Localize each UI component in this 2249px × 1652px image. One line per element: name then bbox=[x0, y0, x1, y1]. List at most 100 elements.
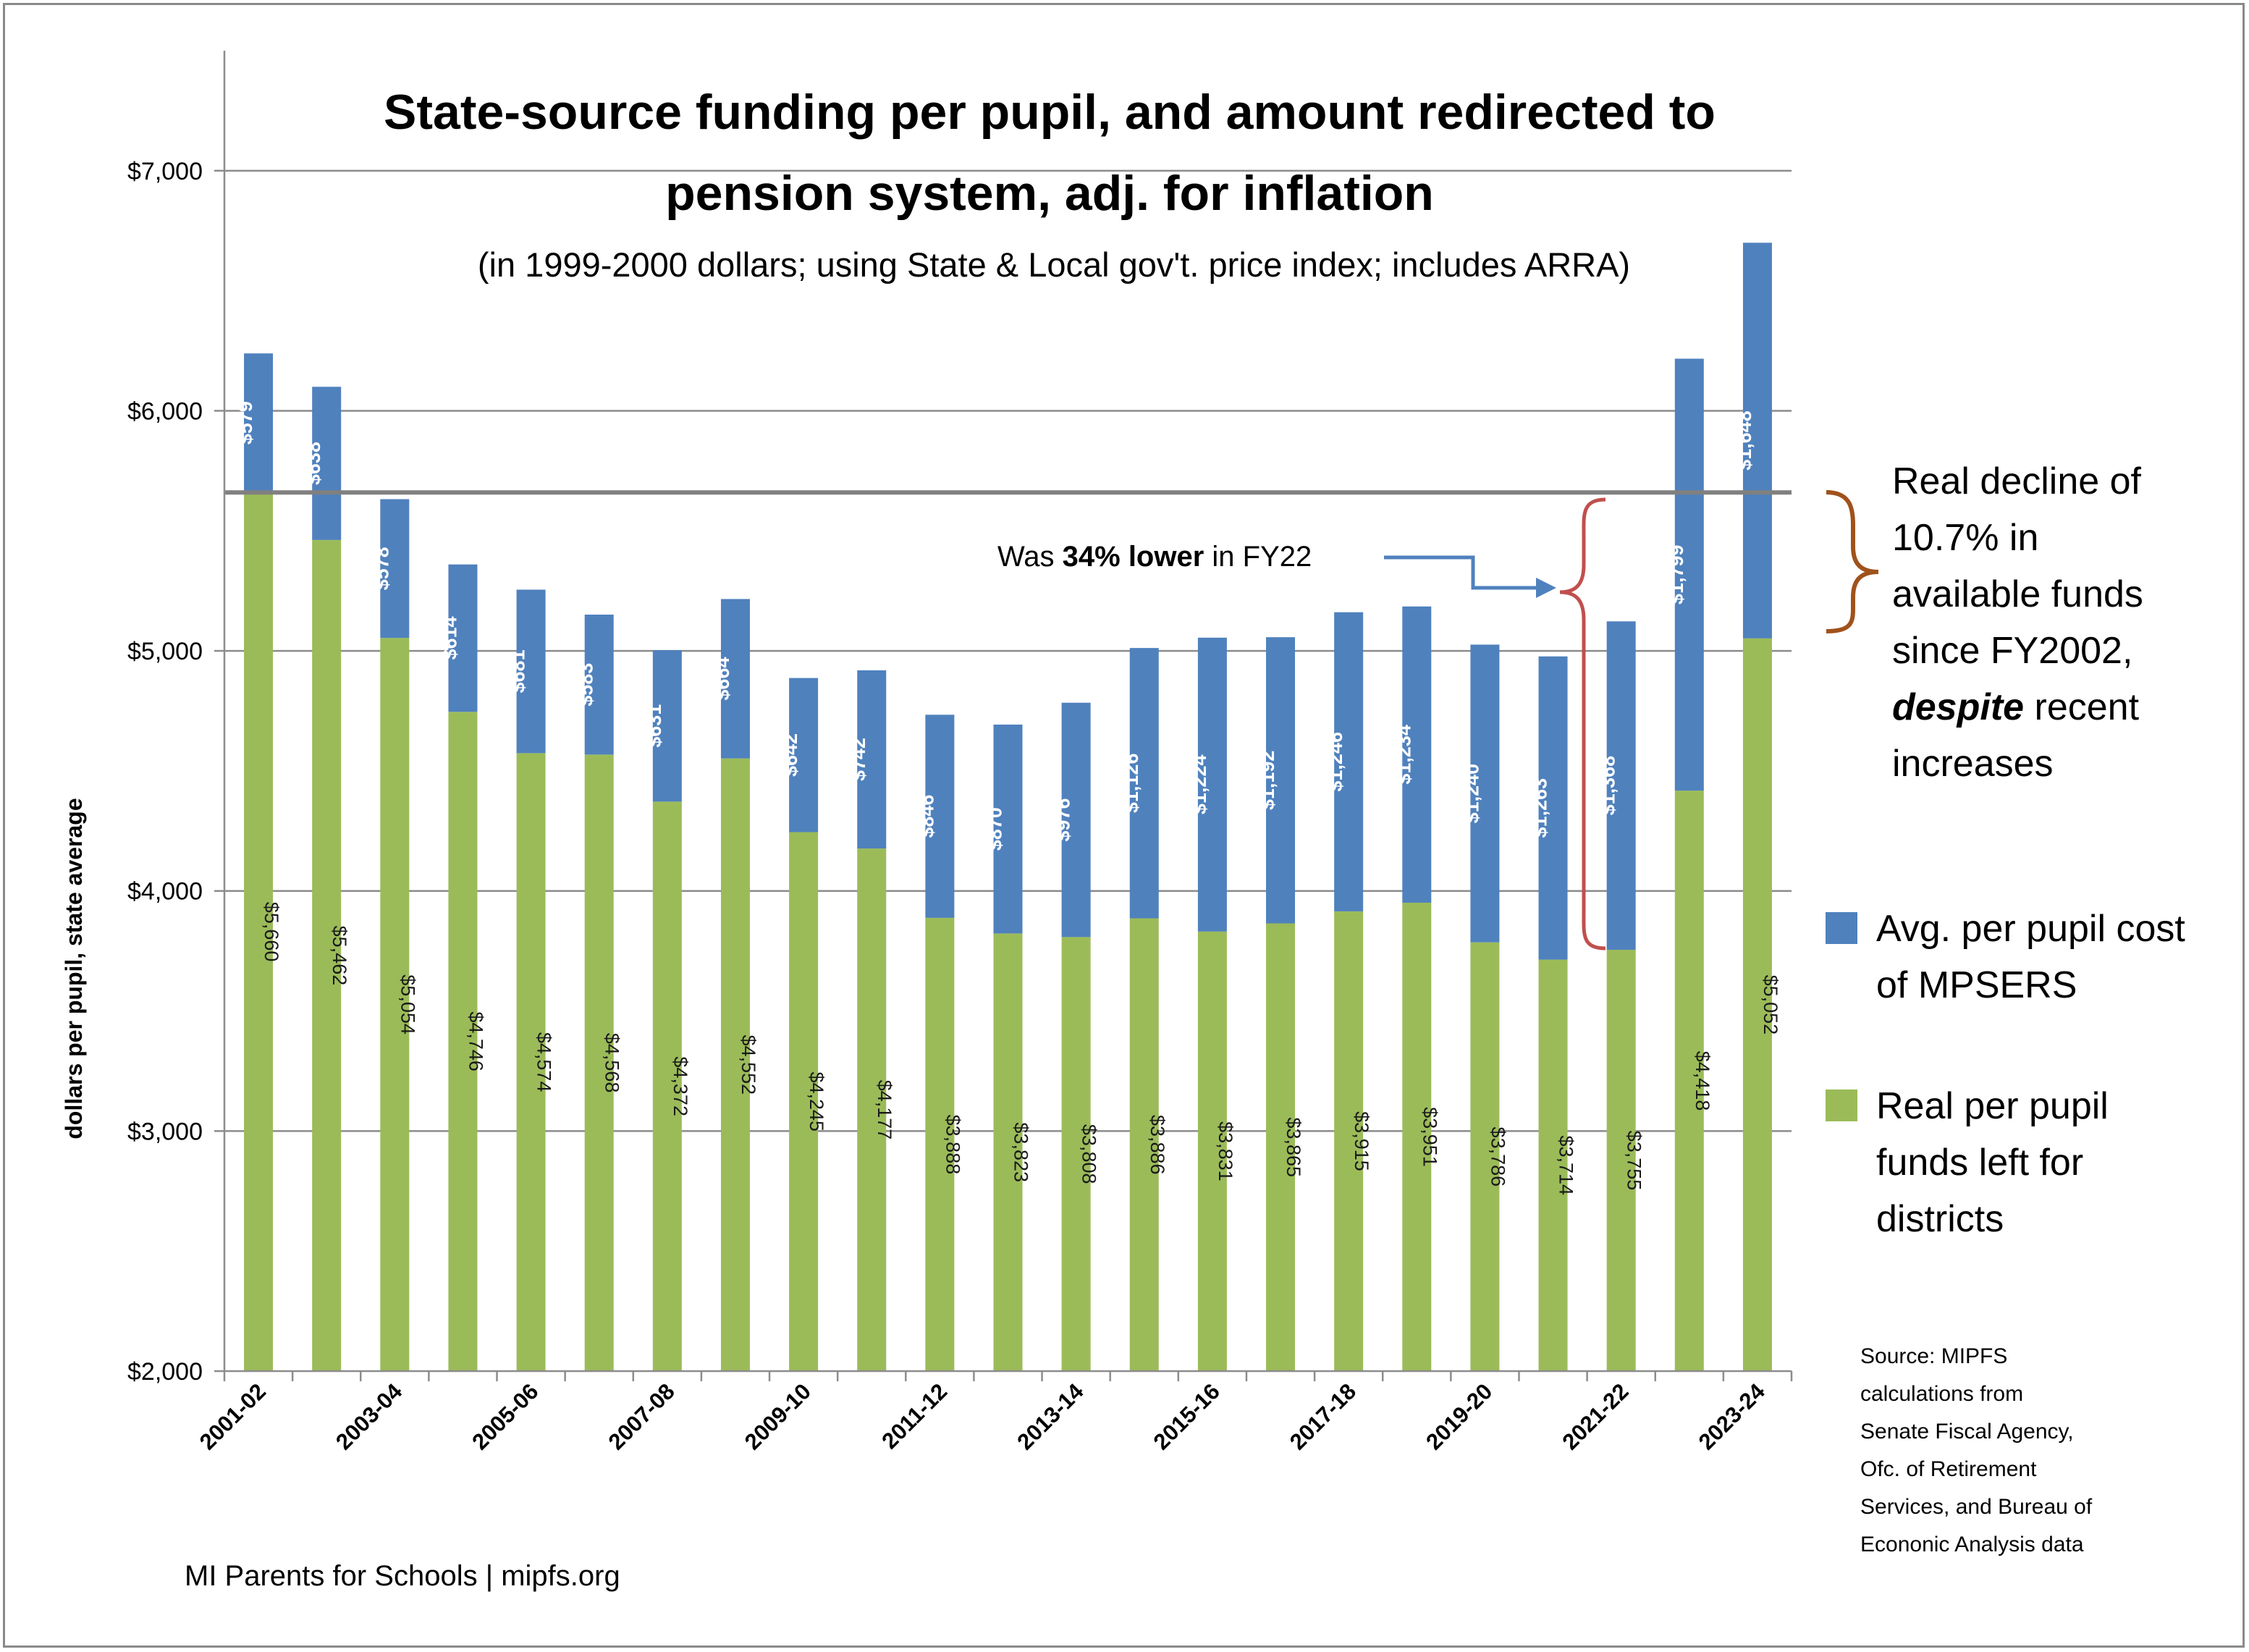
bar-green-2008-09 bbox=[720, 758, 750, 1371]
label-green-2019-20: $3,786 bbox=[1487, 1127, 1509, 1187]
label-green-2002-03: $5,462 bbox=[329, 926, 350, 986]
bar-blue-2008-09 bbox=[720, 599, 750, 759]
bar-blue-2020-21 bbox=[1538, 656, 1568, 960]
label-green-2023-24: $5,052 bbox=[1760, 975, 1781, 1035]
bar-blue-2009-10 bbox=[789, 678, 819, 833]
brown-brace bbox=[1826, 490, 1879, 633]
label-blue-2008-09: $664 bbox=[712, 657, 733, 701]
x-tick-label-2011-12: 2011-12 bbox=[877, 1378, 952, 1454]
legend-text-1-0: Real per pupil bbox=[1876, 1085, 2109, 1127]
source-line-1: Source: MIPFS bbox=[1860, 1344, 2007, 1368]
bar-blue-2010-11 bbox=[857, 670, 887, 849]
label-blue-2010-11: $742 bbox=[848, 738, 869, 781]
y-tick-label: $7,000 bbox=[127, 158, 203, 185]
bar-blue-2003-04 bbox=[380, 499, 410, 639]
label-blue-2022-23: $1,799 bbox=[1666, 544, 1687, 604]
fy22-prefix: Was bbox=[997, 541, 1063, 573]
decline-line-4: since FY2002, bbox=[1892, 630, 2132, 672]
bar-blue-2018-19 bbox=[1402, 606, 1432, 903]
bar-blue-2015-16 bbox=[1197, 637, 1227, 932]
y-tick-label: $6,000 bbox=[127, 397, 203, 425]
x-tick-label-2015-16: 2015-16 bbox=[1149, 1378, 1225, 1454]
x-tick-label-2001-02: 2001-02 bbox=[195, 1378, 271, 1454]
bar-blue-2004-05 bbox=[448, 564, 478, 712]
y-tick-label: $4,000 bbox=[127, 878, 203, 906]
bar-labels: $5,660 $579 $5,462 $638 $5,054 $578 $4,746 $614… bbox=[235, 401, 1781, 1195]
label-blue-2006-07: $583 bbox=[575, 663, 597, 707]
label-green-2009-10: $4,245 bbox=[806, 1071, 827, 1131]
y-tick-label: $5,000 bbox=[127, 638, 203, 665]
label-green-2011-12: $3,888 bbox=[942, 1115, 963, 1175]
bar-green-2022-23 bbox=[1674, 791, 1704, 1371]
label-blue-2002-03: $638 bbox=[303, 442, 324, 485]
bar-blue-2005-06 bbox=[516, 589, 546, 754]
label-blue-2004-05: $614 bbox=[439, 616, 460, 659]
label-blue-2009-10: $642 bbox=[780, 733, 801, 777]
decline-line-5: despite recent bbox=[1892, 686, 2140, 728]
legend: Avg. per pupil cost of MPSERS Real per pup… bbox=[1826, 908, 2185, 1240]
label-green-2020-21: $3,714 bbox=[1556, 1135, 1577, 1195]
legend-text-1-2: districts bbox=[1876, 1198, 2004, 1240]
bar-green-2005-06 bbox=[516, 753, 546, 1371]
label-green-2022-23: $4,418 bbox=[1692, 1051, 1713, 1111]
decline-line-2: 10.7% in bbox=[1892, 517, 2038, 559]
fy22-bold: 34% lower bbox=[1063, 541, 1204, 573]
label-green-2010-11: $4,177 bbox=[874, 1080, 895, 1140]
gridlines bbox=[224, 169, 1792, 1132]
decline-line-3: available funds bbox=[1892, 573, 2143, 615]
x-tick-label-2017-18: 2017-18 bbox=[1285, 1378, 1361, 1454]
label-blue-2013-14: $976 bbox=[1052, 798, 1074, 842]
label-blue-2012-13: $870 bbox=[984, 807, 1006, 851]
bar-green-2006-07 bbox=[584, 754, 614, 1371]
bar-green-2003-04 bbox=[380, 638, 410, 1371]
x-tick-label-2007-08: 2007-08 bbox=[604, 1378, 680, 1454]
label-blue-2014-15: $1,126 bbox=[1121, 754, 1142, 814]
x-tick-label-2003-04: 2003-04 bbox=[331, 1378, 408, 1455]
x-axis-ticks: 2001-02 2003-04 2005-06 2007-08 2009-10 2011-… bbox=[195, 1371, 1793, 1455]
label-green-2001-02: $5,660 bbox=[261, 902, 282, 962]
x-tick-label-2023-24: 2023-24 bbox=[1694, 1378, 1771, 1455]
label-blue-2005-06: $681 bbox=[507, 649, 529, 693]
y-tick-label: $2,000 bbox=[127, 1358, 203, 1386]
label-blue-2021-22: $1,368 bbox=[1598, 756, 1619, 816]
bar-blue-2017-18 bbox=[1334, 612, 1364, 911]
label-blue-2019-20: $1,240 bbox=[1461, 764, 1482, 824]
chart-title-line2: pension system, adj. for inflation bbox=[665, 166, 1434, 221]
legend-text-0-1: of MPSERS bbox=[1876, 964, 2077, 1006]
bar-blue-2016-17 bbox=[1266, 637, 1296, 924]
y-tick-label: $3,000 bbox=[127, 1118, 203, 1145]
source-line-2: calculations from bbox=[1860, 1382, 2023, 1406]
label-blue-2001-02: $579 bbox=[235, 401, 256, 444]
bar-blue-2014-15 bbox=[1129, 648, 1159, 919]
bar-green-2013-14 bbox=[1061, 937, 1091, 1371]
y-axis-ticks: $2,000 $3,000 $4,000 $5,000 $6,000 $7,000 bbox=[127, 158, 224, 1386]
bar-blue-2012-13 bbox=[993, 724, 1023, 934]
chart-title-line1: State-source funding per pupil, and amou… bbox=[384, 85, 1716, 140]
footer-credit: MI Parents for Schools | mipfs.org bbox=[185, 1560, 620, 1592]
label-green-2012-13: $3,823 bbox=[1010, 1122, 1032, 1182]
bar-green-2001-02 bbox=[244, 492, 274, 1371]
source-line-5: Services, and Bureau of bbox=[1860, 1495, 2093, 1519]
bar-green-2011-12 bbox=[925, 917, 955, 1371]
label-green-2006-07: $4,568 bbox=[602, 1033, 623, 1093]
x-tick-label-2005-06: 2005-06 bbox=[467, 1378, 543, 1454]
fy22-suffix: in FY22 bbox=[1204, 541, 1312, 573]
bar-green-2012-13 bbox=[993, 933, 1023, 1371]
bar-blue-2007-08 bbox=[652, 650, 682, 802]
bar-blue-2021-22 bbox=[1606, 621, 1636, 950]
x-tick-label-2013-14: 2013-14 bbox=[1012, 1378, 1089, 1455]
label-green-2008-09: $4,552 bbox=[738, 1035, 759, 1095]
bar-green-2010-11 bbox=[857, 848, 887, 1371]
label-green-2016-17: $3,865 bbox=[1283, 1117, 1304, 1177]
decline-line-1: Real decline of bbox=[1892, 460, 2142, 502]
bar-green-2018-19 bbox=[1402, 902, 1432, 1371]
label-green-2018-19: $3,951 bbox=[1419, 1107, 1440, 1167]
bar-green-2017-18 bbox=[1334, 911, 1364, 1371]
bar-blue-2013-14 bbox=[1061, 702, 1091, 937]
chart-frame bbox=[3, 3, 2245, 1648]
label-blue-2020-21: $1,263 bbox=[1529, 778, 1551, 838]
bar-green-2020-21 bbox=[1538, 959, 1568, 1371]
bar-blue-2011-12 bbox=[925, 715, 955, 918]
bar-green-2015-16 bbox=[1197, 931, 1227, 1371]
